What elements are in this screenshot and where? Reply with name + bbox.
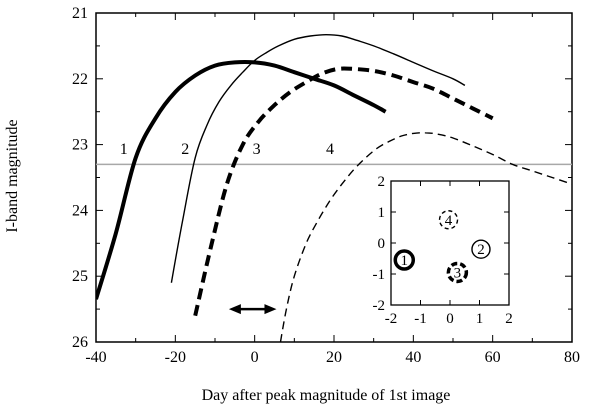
y-axis-title: I-band magnitude [4,119,21,232]
series-line-2 [170,33,466,283]
series-line-4 [279,132,572,342]
image-marker-label: 2 [477,242,485,258]
x-axis-title: Day after peak magnitude of 1st image [202,387,451,404]
x-tick-label: 80 [564,349,580,366]
curve-labels: 1 2 3 4 [120,141,334,158]
inset-x-tick-label: 2 [505,311,513,327]
curve-label: 4 [326,141,334,158]
image-marker-3 [446,261,469,284]
arrow-head-left [228,304,241,315]
curve-label: 2 [181,141,189,158]
y-tick-label: 21 [72,5,88,22]
inset-x-tick-label: -2 [385,311,398,327]
x-tick-label: 60 [485,349,501,366]
y-tick-label: 25 [72,268,88,285]
x-tick-label: 0 [251,349,259,366]
image-marker-label: 4 [445,213,453,229]
x-tick-label: 40 [405,349,421,366]
y-tick-label: 22 [72,71,88,88]
inset-y-tick-label: -2 [373,298,386,314]
inset-x-tick-label: 0 [446,311,454,327]
y-tick-label: 23 [72,137,88,154]
inset-x-tick-label: -1 [414,311,427,327]
inset-y-tick-label: 0 [378,236,386,252]
x-tick-label: -40 [85,349,106,366]
curve-label: 3 [253,141,261,158]
x-tick-label: -20 [165,349,186,366]
inset-x-tick-label: 1 [476,311,484,327]
arrow-head-right [264,304,277,315]
inset-frame [390,180,510,306]
time-delay-arrow [228,304,277,315]
curve-label: 1 [120,141,128,158]
x-axis: -40 -20 0 20 40 60 80 [85,13,580,366]
series-line-3 [193,66,494,317]
image-marker-2 [471,239,491,259]
series-line-1 [96,59,387,300]
y-tick-label: 26 [72,334,88,351]
inset-y-tick-label: 2 [378,174,386,190]
inset-y-tick-label: -1 [373,267,386,283]
image-marker-label: 3 [454,265,462,281]
image-marker-4 [438,210,459,230]
y-tick-label: 24 [72,202,88,219]
x-tick-label: 20 [326,349,342,366]
light-curves [96,33,572,342]
inset-image-markers: 1 23 4 [393,210,491,284]
image-marker-1 [393,249,416,271]
image-marker-label: 1 [401,253,409,269]
inset-y-tick-label: 1 [378,205,386,221]
